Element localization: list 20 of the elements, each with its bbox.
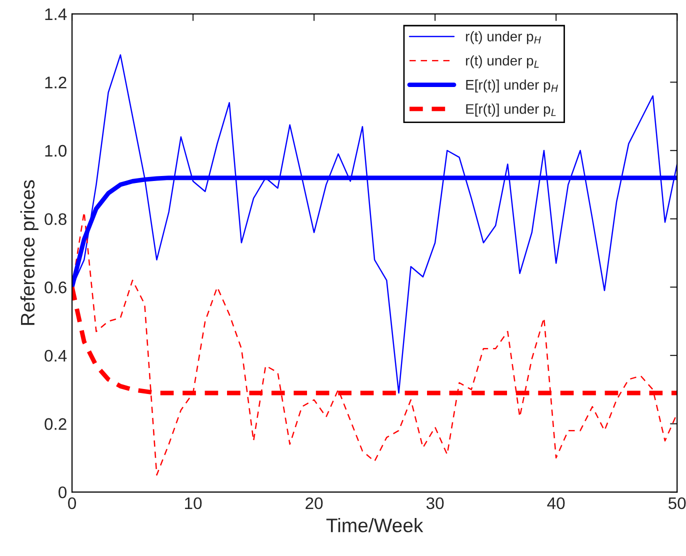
x-tick-label: 0 [68,497,76,510]
y-tick-label: 0 [58,486,67,498]
x-tick-label: 30 [426,497,444,510]
legend-label: E[r(t)] under p$_{L}$ [466,104,556,117]
y-tick-label: 1.0 [45,144,67,157]
x-tick-label: 40 [547,497,565,510]
y-tick-label: 1.4 [45,8,67,20]
legend-label: r(t) under p$_{L}$ [466,55,539,68]
x-tick-label: 20 [306,497,323,510]
legend-label: r(t) under p$_{H}$ [466,31,541,44]
x-axis-title: Time/Week [326,518,424,532]
y-tick-label: 0.2 [44,418,66,430]
x-tick-label: 50 [668,497,686,510]
x-tick-label: 10 [185,497,202,510]
y-tick-label: 0.6 [44,282,66,294]
y-tick-label: 0.8 [44,213,66,226]
y-axis-title: Reference prices [20,180,38,325]
legend-label: E[r(t)] under p$_{H}$ [466,80,558,92]
y-tick-label: 0.4 [44,350,67,362]
y-tick-label: 1.2 [45,76,66,88]
